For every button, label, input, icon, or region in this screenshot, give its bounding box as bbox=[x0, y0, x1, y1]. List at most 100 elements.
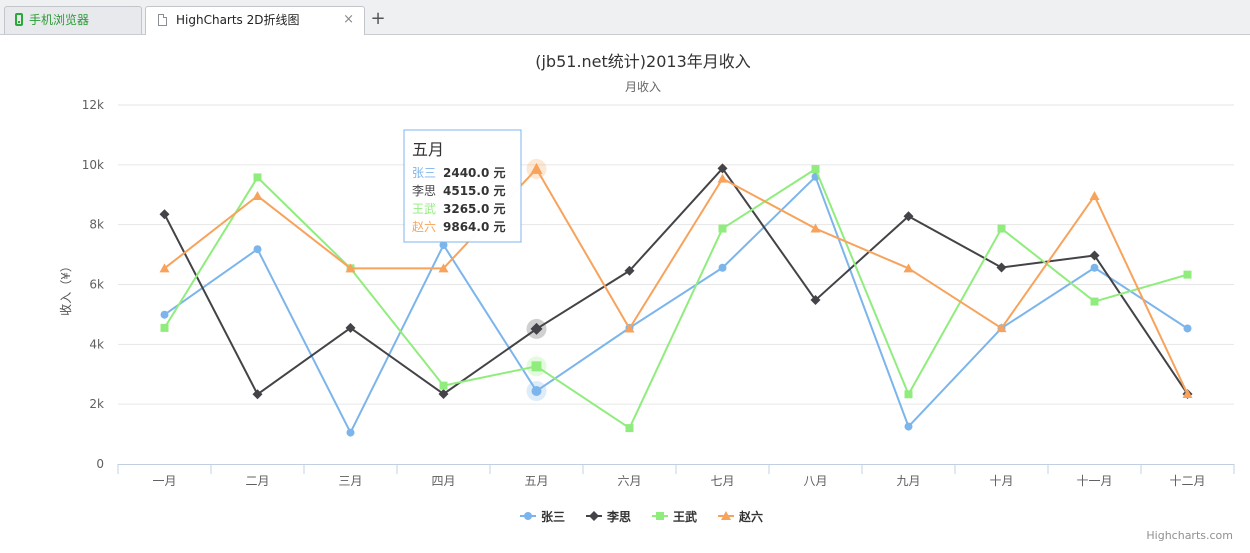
series-layer bbox=[159, 163, 1193, 437]
tab-label: 手机浏览器 bbox=[29, 13, 90, 27]
legend: 张三 李思 王武 赵六 bbox=[520, 509, 763, 524]
data-point bbox=[438, 263, 449, 273]
data-point bbox=[717, 163, 728, 174]
legend-item[interactable]: 王武 bbox=[652, 509, 697, 524]
y-tick-label: 6k bbox=[89, 278, 104, 292]
series-1 bbox=[160, 172, 1192, 437]
tab-highcharts[interactable]: HighCharts 2D折线图 × bbox=[145, 6, 365, 35]
data-point bbox=[718, 224, 727, 233]
y-tick-label: 2k bbox=[89, 397, 104, 411]
hover-point bbox=[531, 361, 542, 372]
data-point bbox=[1089, 250, 1100, 261]
new-tab-plus-icon[interactable]: + bbox=[370, 8, 386, 29]
x-tick-label: 十月 bbox=[989, 474, 1013, 488]
data-point bbox=[996, 323, 1007, 333]
y-tick-label: 8k bbox=[89, 218, 104, 232]
tab-label: HighCharts 2D折线图 bbox=[176, 13, 300, 27]
x-tick-label: 五月 bbox=[524, 474, 548, 488]
data-point bbox=[252, 389, 263, 400]
tooltip-series-name: 张三 bbox=[412, 166, 436, 180]
legend-item[interactable]: 赵六 bbox=[718, 509, 763, 524]
tooltip-series-name: 赵六 bbox=[412, 220, 436, 234]
data-point bbox=[159, 209, 170, 220]
series-line bbox=[163, 167, 1189, 395]
y-tick-label: 0 bbox=[96, 457, 104, 471]
x-tick-label: 二月 bbox=[245, 474, 269, 488]
legend-label: 李思 bbox=[606, 509, 631, 524]
credits-link[interactable]: Highcharts.com bbox=[1146, 529, 1233, 542]
hover-point bbox=[530, 322, 543, 335]
data-point bbox=[624, 265, 635, 276]
data-point bbox=[1090, 297, 1099, 306]
data-point bbox=[810, 223, 821, 233]
data-point bbox=[903, 211, 914, 222]
series-line bbox=[163, 168, 1188, 430]
legend-label: 赵六 bbox=[738, 509, 763, 524]
tooltip-series-name: 王武 bbox=[412, 202, 436, 216]
data-point bbox=[439, 241, 448, 250]
data-point bbox=[253, 245, 262, 254]
x-axis: 一月 二月 三月 四月 五月 六月 七月 八月 九月 十月 十一月 十二月 bbox=[117, 464, 1235, 488]
data-point bbox=[996, 262, 1007, 273]
browser-tab-bar: 手机浏览器 HighCharts 2D折线图 × + bbox=[0, 0, 1250, 35]
x-tick-label: 四月 bbox=[431, 474, 455, 488]
tooltip-category: 五月 bbox=[412, 140, 444, 159]
y-tick-label: 12k bbox=[82, 98, 104, 112]
data-point bbox=[1183, 324, 1192, 333]
data-point bbox=[810, 295, 821, 306]
hover-point bbox=[531, 386, 542, 397]
x-tick-label: 八月 bbox=[803, 474, 827, 488]
legend-marker bbox=[721, 511, 731, 520]
tooltip-box bbox=[403, 129, 522, 243]
data-point bbox=[345, 263, 356, 273]
series-2 bbox=[159, 163, 1193, 400]
data-point bbox=[811, 165, 820, 174]
data-point bbox=[346, 428, 355, 437]
legend-marker bbox=[656, 512, 664, 520]
legend-marker bbox=[524, 512, 532, 520]
series-line bbox=[163, 175, 1189, 434]
series-line bbox=[163, 167, 1189, 396]
x-tick-label: 十一月 bbox=[1076, 474, 1112, 488]
legend-item[interactable]: 李思 bbox=[586, 509, 631, 524]
line-chart: (jb51.net统计)2013年月收入 月收入 收入（¥） 0 2k 4k 6k 8k… bbox=[59, 52, 1235, 542]
data-point bbox=[1182, 388, 1193, 398]
data-point bbox=[717, 173, 728, 183]
tooltip-series-value: 4515.0 元 bbox=[443, 184, 506, 198]
legend-label: 王武 bbox=[673, 509, 697, 524]
x-tick-label: 三月 bbox=[338, 474, 362, 488]
data-point bbox=[903, 263, 914, 273]
data-point bbox=[438, 388, 449, 399]
x-tick-label: 六月 bbox=[617, 474, 641, 488]
chart-title: (jb51.net统计)2013年月收入 bbox=[535, 52, 751, 71]
tab-mobile-browser[interactable]: 手机浏览器 bbox=[4, 6, 142, 34]
close-icon[interactable]: × bbox=[343, 12, 354, 27]
hover-point bbox=[530, 162, 543, 174]
y-tick-label: 10k bbox=[82, 158, 104, 172]
tooltip-series-value: 9864.0 元 bbox=[443, 220, 506, 234]
x-tick-label: 一月 bbox=[152, 474, 176, 488]
data-point bbox=[345, 322, 356, 333]
data-point bbox=[160, 310, 169, 319]
data-point bbox=[439, 381, 448, 390]
y-tick-label: 4k bbox=[89, 337, 104, 351]
phone-icon bbox=[15, 13, 23, 26]
data-point bbox=[997, 224, 1006, 233]
data-point bbox=[1089, 190, 1100, 200]
tooltip-series-name: 李思 bbox=[412, 183, 436, 198]
x-tick-label: 十二月 bbox=[1169, 474, 1205, 488]
tooltip-series-value: 2440.0 元 bbox=[443, 166, 506, 180]
data-point bbox=[253, 173, 262, 182]
legend-label: 张三 bbox=[541, 509, 565, 524]
data-point bbox=[625, 424, 634, 433]
data-point bbox=[1183, 270, 1192, 279]
hover-highlight bbox=[526, 158, 547, 402]
tooltip-series-value: 3265.0 元 bbox=[443, 202, 506, 216]
x-tick-label: 九月 bbox=[896, 474, 920, 488]
x-tick-label: 七月 bbox=[710, 474, 734, 488]
data-point bbox=[624, 323, 635, 333]
legend-marker bbox=[589, 511, 599, 521]
legend-item[interactable]: 张三 bbox=[520, 509, 565, 524]
y-axis-tick-labels: 0 2k 4k 6k 8k 10k 12k bbox=[82, 98, 104, 471]
data-point bbox=[904, 390, 913, 399]
